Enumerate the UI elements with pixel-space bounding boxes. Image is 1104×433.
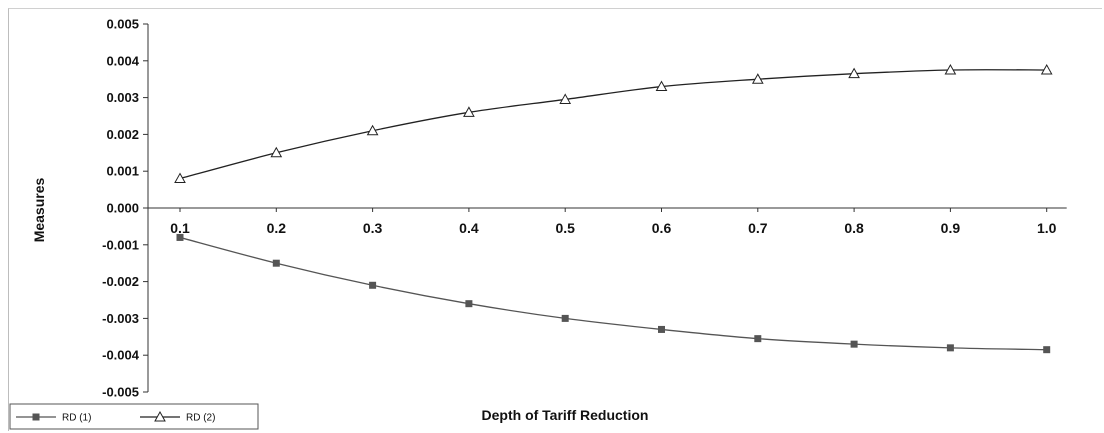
legend-label: RD (1)	[62, 413, 91, 424]
x-ticks: 0.1 0.2 0.3 0.4 0.5 0.6 0.7 0.8 0.9 1.0	[170, 208, 1057, 236]
x-tick-label: 0.6	[652, 220, 672, 236]
x-tick-label: 0.2	[267, 220, 287, 236]
legend-marker	[32, 413, 40, 421]
y-tick-label: 0.000	[106, 201, 139, 216]
y-tick-label: -0.003	[102, 311, 139, 326]
legend: RD (1) RD (2)	[9, 403, 259, 430]
axes	[147, 24, 1067, 392]
y-tick-label: 0.005	[106, 17, 139, 32]
data-point	[850, 340, 858, 348]
data-point	[1040, 63, 1053, 75]
data-point	[561, 314, 569, 322]
y-tick-label: -0.002	[102, 274, 139, 289]
legend-item: RD (1)	[16, 413, 91, 424]
x-tick-label: 0.8	[844, 220, 864, 236]
series-line	[179, 236, 1047, 351]
series-2	[174, 63, 1053, 184]
y-ticks: 0.005 0.004 0.003 0.002 0.001 0.000 -0.001 -0.0…	[102, 17, 148, 400]
data-point	[559, 93, 572, 104]
y-tick-label: 0.003	[106, 90, 139, 105]
chart-frame	[8, 8, 1102, 431]
data-point	[465, 300, 473, 308]
series-line	[179, 69, 1047, 180]
y-tick-label: -0.001	[102, 237, 139, 252]
x-axis-title: Depth of Tariff Reduction	[482, 407, 649, 423]
legend-marker	[154, 410, 166, 422]
data-point	[655, 80, 668, 92]
y-axis-title: Measures	[31, 177, 47, 242]
data-point	[272, 259, 280, 267]
x-tick-label: 0.9	[941, 220, 961, 236]
data-point	[174, 172, 186, 184]
x-tick-label: 0.4	[459, 220, 479, 236]
data-point	[369, 281, 377, 289]
data-point	[658, 325, 665, 333]
legend-box	[9, 403, 259, 430]
data-point	[1043, 346, 1051, 354]
y-tick-label: 0.001	[106, 164, 139, 179]
data-point	[366, 124, 379, 136]
data-point	[848, 67, 860, 79]
data-point	[946, 344, 954, 352]
y-tick-label: 0.002	[106, 127, 139, 142]
data-point	[751, 73, 764, 84]
series-1	[176, 233, 1051, 354]
legend-item: RD (2)	[140, 410, 215, 424]
data-point	[176, 233, 184, 241]
y-tick-label: -0.005	[102, 385, 139, 400]
x-tick-label: 0.5	[555, 220, 575, 236]
data-point	[270, 146, 283, 158]
y-tick-label: 0.004	[106, 53, 139, 68]
data-point	[754, 335, 762, 343]
y-tick-label: -0.004	[102, 348, 140, 363]
series-layer	[174, 63, 1053, 354]
x-tick-label: 1.0	[1037, 220, 1057, 236]
x-tick-label: 0.3	[363, 220, 383, 236]
legend-label: RD (2)	[186, 413, 215, 424]
x-tick-label: 0.7	[748, 220, 768, 236]
data-point	[944, 63, 957, 75]
data-point	[463, 106, 475, 117]
x-tick-label: 0.1	[170, 220, 190, 236]
